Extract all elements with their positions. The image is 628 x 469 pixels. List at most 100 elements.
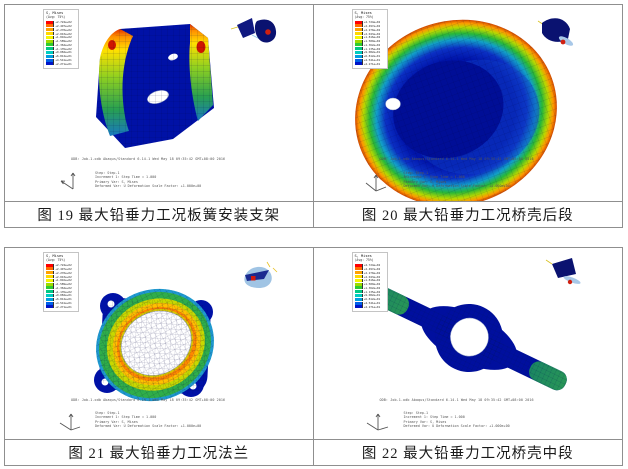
legend-value: +2.724e+02 (363, 263, 381, 268)
legend-value: +2.043e+02 (55, 274, 72, 279)
legend-value: +1.589e+02 (55, 282, 72, 287)
legend-value: +6.812e+01 (363, 54, 381, 59)
color-swatch (354, 31, 363, 36)
step-info-block: Step: Step-1 Increment 1: Step Time = 1.0… (95, 411, 201, 428)
legend-value: +1.362e+02 (363, 285, 381, 290)
legend-value: +1.135e+02 (363, 46, 381, 51)
legend-value: +2.271e+01 (363, 61, 381, 66)
legend-value: +1.589e+02 (363, 39, 381, 44)
axis-triad-icon (59, 413, 81, 431)
legend-row: +1.816e+02 (46, 35, 77, 39)
legend-row: +6.812e+01 (354, 54, 386, 59)
step-info-block: Step: Step-1 Increment 1: Step Time = 1.0… (404, 411, 510, 428)
color-swatch (354, 58, 363, 62)
legend-title: S, Mises (354, 11, 372, 15)
color-swatch (354, 282, 363, 286)
legend-value: +2.724e+02 (55, 263, 72, 268)
step-info-line: Primary Var: S, Mises (95, 419, 138, 424)
legend-row: +2.043e+02 (354, 31, 386, 36)
color-swatch (46, 293, 54, 298)
color-swatch (46, 62, 54, 66)
legend-value: +4.541e+01 (55, 58, 72, 63)
color-swatch (46, 20, 54, 24)
color-swatch (46, 278, 54, 282)
legend-value: +2.271e+01 (55, 304, 72, 309)
color-swatch (354, 28, 363, 32)
legend-title: S, Mises (46, 254, 64, 258)
legend-row: +9.082e+01 (354, 293, 386, 298)
view-orientation-preview-icon (545, 258, 581, 285)
legend-rows: +2.724e+02 +2.497e+02 +2.270e+02 +2.043e+02… (46, 263, 77, 309)
legend-rows: +2.724e+02 +2.497e+02 +2.270e+02 +2.043e+02… (46, 20, 77, 66)
step-info-line: Primary Var: S, Mises (403, 179, 447, 184)
legend-row: +2.497e+02 (46, 267, 77, 271)
legend-row: +6.812e+01 (46, 54, 77, 58)
legend-value: +6.812e+01 (55, 297, 72, 302)
legend-subtitle: (Avg: 75%) (354, 258, 374, 263)
legend-row: +9.082e+01 (46, 50, 77, 54)
figure-caption: 图 19 最大铅垂力工况板簧安装支架 (5, 201, 313, 227)
legend-row: +4.541e+01 (354, 58, 386, 62)
color-swatch (46, 28, 54, 32)
color-swatch (46, 263, 54, 267)
legend-subtitle: (Avg: 75%) (354, 15, 374, 20)
figure-caption: 图 22 最大铅垂力工况桥壳中段 (313, 439, 622, 465)
fea-viewport-flange: S, Mises (Avg: 75%) +2.724e+02 +2.497e+02… (5, 248, 313, 439)
legend-row: +1.589e+02 (354, 39, 386, 44)
legend-row: +4.541e+01 (354, 301, 386, 305)
color-swatch (46, 286, 54, 290)
legend-value: +9.082e+01 (363, 293, 381, 298)
fea-viewport-housing-mid: S, Mises (Avg: 75%) +2.724e+02 +2.497e+02… (313, 248, 622, 439)
legend-rows: +2.724e+02 +2.497e+02 +2.270e+02 +2.043e+02… (354, 20, 386, 66)
figure-panel-22: S, Mises (Avg: 75%) +2.724e+02 +2.497e+02… (313, 248, 622, 465)
legend-value: +2.497e+02 (55, 23, 72, 28)
legend-colorbar: S, Mises (Avg: 75%) +2.724e+02 +2.497e+02… (43, 9, 79, 69)
legend-value: +2.270e+02 (55, 27, 72, 32)
color-swatch (46, 54, 54, 58)
legend-colorbar: S, Mises (Avg: 75%) +2.724e+02 +2.497e+02… (351, 9, 388, 69)
legend-row: +1.362e+02 (354, 43, 386, 47)
color-swatch (354, 274, 363, 279)
legend-row: +1.135e+02 (354, 290, 386, 294)
legend-row: +2.724e+02 (354, 20, 386, 24)
step-info-line: Deformed Var: U Deformation Scale Factor… (403, 183, 510, 188)
legend-row: +2.271e+01 (354, 61, 386, 66)
view-orientation-preview-icon (537, 18, 573, 46)
color-swatch (354, 24, 363, 28)
figure-panel-19: S, Mises (Avg: 75%) +2.724e+02 +2.497e+02… (5, 5, 314, 227)
housing-rear-model-svg (354, 18, 573, 201)
color-swatch (354, 286, 363, 290)
color-swatch (46, 297, 54, 301)
legend-subtitle: (Avg: 75%) (46, 258, 66, 263)
color-swatch (354, 43, 363, 47)
step-info-line: Increment 1: Step Time = 1.000 (403, 175, 465, 180)
legend-value: +2.271e+01 (55, 61, 72, 66)
legend-value: +2.271e+01 (363, 304, 381, 309)
legend-row: +1.135e+02 (46, 47, 77, 51)
fea-viewport-housing-rear: S, Mises (Avg: 75%) +2.724e+02 +2.497e+02… (313, 5, 622, 201)
legend-row: +1.816e+02 (354, 278, 386, 282)
legend-row: +2.724e+02 (46, 20, 77, 24)
legend-row: +6.812e+01 (354, 297, 386, 302)
view-orientation-preview-icon (244, 261, 278, 288)
color-swatch (46, 39, 54, 43)
legend-row: +1.362e+02 (46, 43, 77, 47)
legend-value: +1.135e+02 (55, 46, 72, 51)
axis-triad-icon (365, 174, 386, 192)
legend-row: +2.724e+02 (46, 263, 77, 267)
color-swatch (46, 24, 54, 28)
legend-value: +6.812e+01 (363, 297, 381, 302)
legend-row: +2.270e+02 (354, 270, 386, 275)
bracket-part (96, 24, 214, 148)
legend-value: +2.270e+02 (55, 270, 72, 275)
figure-panel-21: S, Mises (Avg: 75%) +2.724e+02 +2.497e+02… (5, 248, 314, 465)
step-info-block: Step: Step-1 Increment 1: Step Time = 1.0… (404, 171, 510, 188)
legend-title: S, Mises (354, 254, 372, 258)
color-swatch (46, 282, 54, 286)
legend-value: +2.270e+02 (363, 27, 381, 32)
legend-value: +2.270e+02 (363, 270, 381, 275)
legend-row: +2.724e+02 (354, 263, 386, 268)
step-info-line: Step: Step-1 (403, 171, 429, 175)
legend-row: +2.497e+02 (354, 24, 386, 28)
